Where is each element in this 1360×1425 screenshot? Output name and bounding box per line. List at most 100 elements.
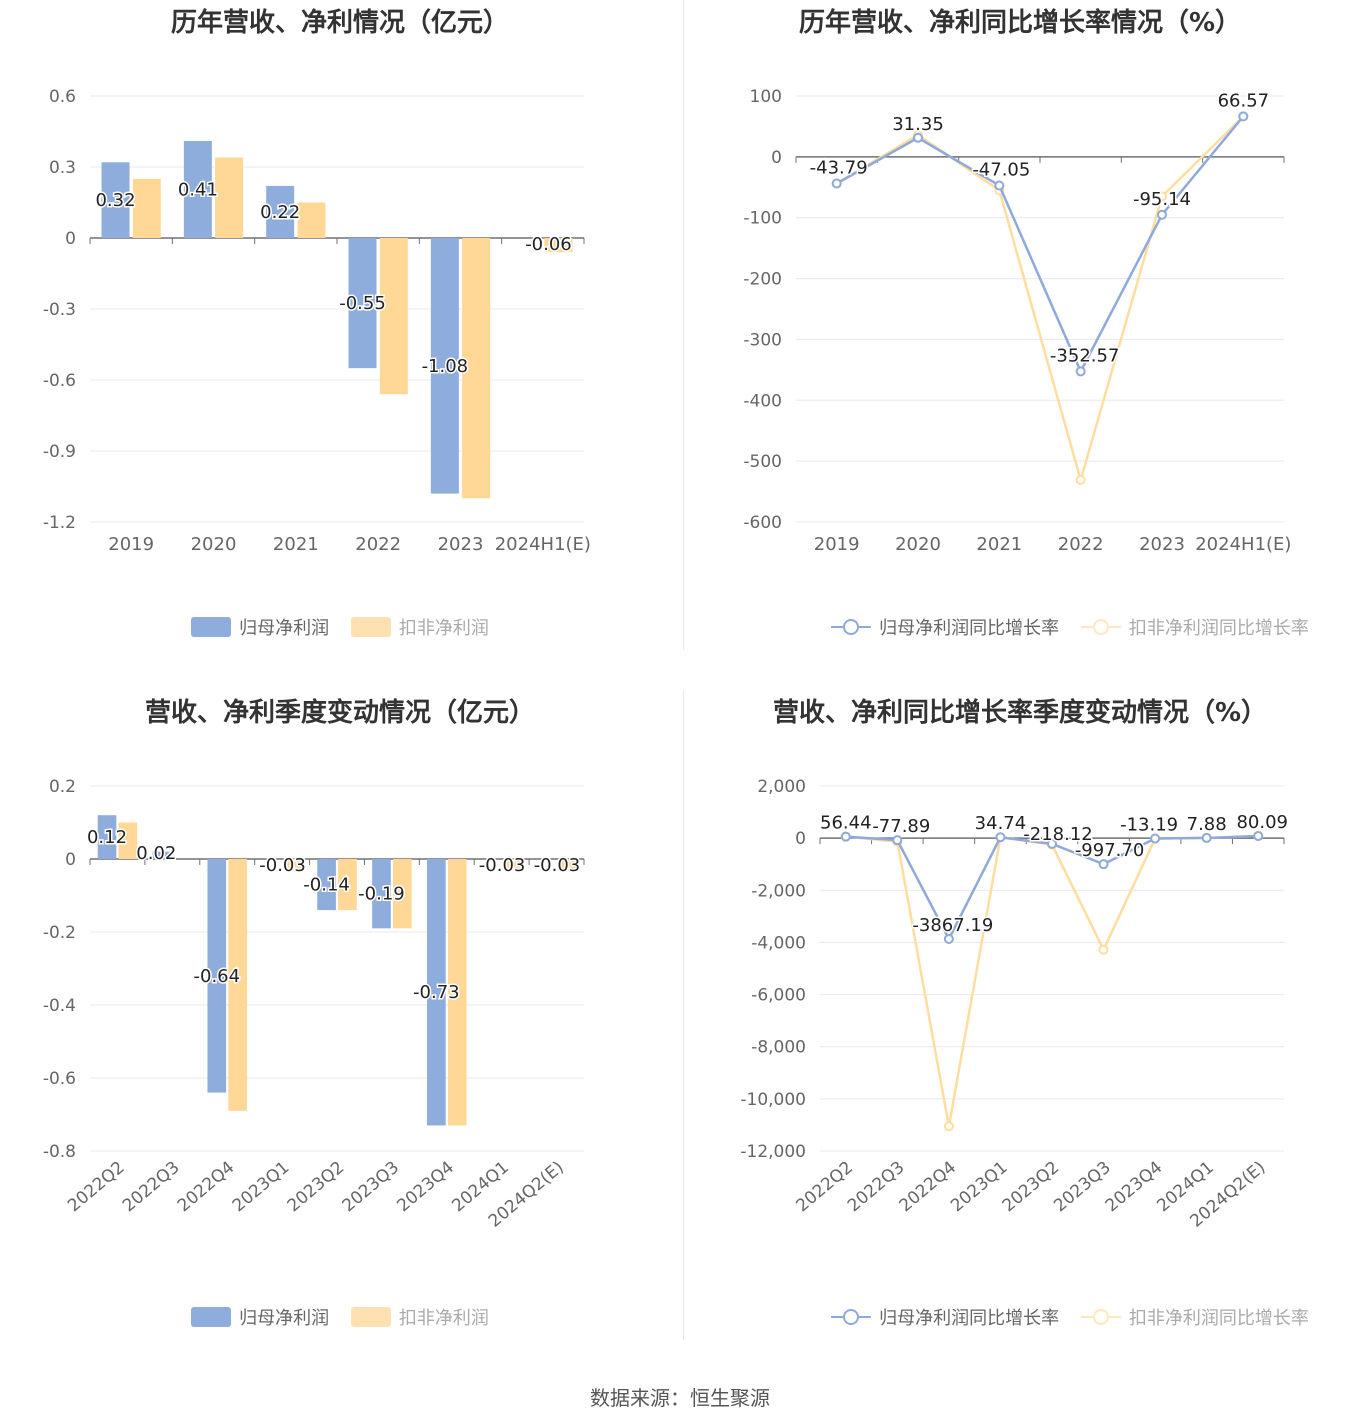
legend-item-deducted-net-profit[interactable]: 扣非净利润 [350,614,489,640]
bar-parent-net-profit [430,238,459,494]
data-label: -0.03 [479,855,526,876]
y-tick-label: -0.6 [43,371,76,391]
chart-title: 营收、净利季度变动情况（亿元） [144,698,535,728]
x-tick-label: 2019 [814,534,860,555]
x-tick-label: 2022Q2 [64,1158,129,1217]
y-tick-label: -0.3 [43,300,76,320]
data-point [913,132,923,143]
y-tick-label: -2,000 [751,881,806,901]
x-tick-label: 2022 [1058,534,1104,555]
x-tick-label: 2023Q1 [229,1158,294,1217]
data-label: -997.70 [1075,840,1144,861]
bar-parent-net-profit [266,185,295,238]
data-point [943,1121,954,1132]
y-tick-label: -0.6 [43,1069,76,1089]
x-tick-label: 2022Q3 [844,1158,909,1217]
chart-title: 营收、净利同比增长率季度变动情况（%） [772,698,1268,728]
x-tick-label: 2023Q1 [947,1158,1012,1217]
panel-divider-top [683,0,684,650]
y-tick-label: -0.4 [43,996,76,1016]
legend-swatch [350,617,391,637]
bar-deducted-net-profit [447,859,467,1126]
y-tick-label: -4,000 [751,933,806,953]
legend-label: 归母净利润 [239,1308,330,1329]
x-tick-label: 2024H1(E) [495,534,591,555]
data-point [995,832,1006,843]
data-label: -0.06 [525,234,572,255]
legend-item-deducted-net-profit[interactable]: 扣非净利润 [350,1304,489,1330]
bar-deducted-net-profit [283,859,302,870]
data-point [1098,859,1109,870]
data-label: -3867.19 [912,915,993,936]
chart-legend: 归母净利润 扣非净利润 [0,614,680,642]
legend-item-parent-net-profit[interactable]: 归母净利润 [191,1304,329,1330]
legend-item-parent-net-profit-growth[interactable]: 归母净利润同比增长率 [831,1304,1059,1330]
data-point [1150,833,1161,844]
data-label: -0.55 [339,293,386,314]
x-tick-label: 2021 [976,534,1022,555]
data-label: -43.79 [810,158,868,179]
data-label: -0.03 [259,855,306,876]
data-point [892,835,903,846]
legend-swatch [1080,1307,1121,1327]
data-label: -0.64 [194,966,241,987]
chart-title: 历年营收、净利同比增长率情况（%） [798,8,1242,38]
x-tick-label: 2019 [108,534,154,555]
legend-label: 扣非净利润 [398,618,489,639]
bar-deducted-net-profit [297,202,326,238]
legend-label: 扣非净利润 [398,1308,489,1329]
bar-parent-net-profit [427,859,446,1126]
x-tick-label: 2023Q2 [284,1158,349,1217]
legend-label: 扣非净利润同比增长率 [1128,618,1309,639]
x-tick-label: 2020 [191,534,237,555]
x-tick-label: 2022Q4 [174,1158,239,1217]
data-label: 66.57 [1218,90,1270,111]
legend-item-deducted-net-profit-growth[interactable]: 扣非净利润同比增长率 [1080,1304,1309,1330]
bar-parent-net-profit [152,851,172,859]
data-point [943,933,954,944]
bar-deducted-net-profit [118,822,138,859]
bar-parent-net-profit [317,859,336,911]
y-tick-label: 2,000 [757,777,806,797]
chart-legend: 归母净利润 扣非净利润 [0,1304,680,1332]
data-label: 80.09 [1236,812,1288,833]
legend-swatch [831,1307,872,1327]
y-tick-label: -100 [743,209,782,229]
legend-item-deducted-net-profit-growth[interactable]: 扣非净利润同比增长率 [1080,614,1309,640]
y-tick-label: 0 [65,229,76,249]
y-tick-label: 0.6 [49,87,76,107]
y-tick-label: -12,000 [740,1142,806,1162]
legend-swatch [350,1307,391,1327]
y-tick-label: -200 [743,270,782,290]
panel-divider-bottom [683,690,684,1340]
data-point [1047,838,1057,849]
data-label: -1.08 [422,356,469,377]
data-label: -13.19 [1120,814,1178,835]
y-tick-label: -8,000 [751,1038,806,1058]
y-tick-label: -300 [743,330,782,350]
data-point [840,831,851,842]
y-tick-label: 0 [771,148,782,168]
data-label: 34.74 [975,813,1027,834]
series-line-parent-net-profit-growth [836,115,1245,375]
legend-label: 归母净利润 [239,618,330,639]
data-point [1157,209,1167,220]
y-tick-label: 0.3 [49,158,76,178]
legend-item-parent-net-profit-growth[interactable]: 归母净利润同比增长率 [831,614,1059,640]
data-label: -0.03 [534,855,581,876]
quarterly-growth-chart-panel: 营收、净利同比增长率季度变动情况（%） 2,000 0 -2,000 -4,000 -6… [680,690,1360,1380]
bar-parent-net-profit [207,859,227,1093]
data-point [1098,944,1109,955]
bar-parent-net-profit [97,815,117,859]
x-tick-label: 2023Q3 [1050,1158,1115,1217]
bar-parent-net-profit [348,238,377,369]
legend-label: 归母净利润同比增长率 [879,1308,1060,1329]
x-tick-label: 2023Q2 [999,1158,1064,1217]
quarterly-growth-line-chart: 2,000 0 -2,000 -4,000 -6,000 -8,000 -10,000 -12… [740,777,1289,1232]
bar-parent-net-profit [101,162,130,238]
legend-item-parent-net-profit[interactable]: 归母净利润 [191,614,329,640]
data-label: 0.02 [136,843,176,864]
quarterly-profit-bar-chart: 0.20-0.2-0.4-0.6-0.82022Q22022Q32022Q420… [43,777,585,1232]
x-tick-label: 2023Q4 [1102,1158,1167,1217]
y-tick-label: 100 [750,87,782,107]
